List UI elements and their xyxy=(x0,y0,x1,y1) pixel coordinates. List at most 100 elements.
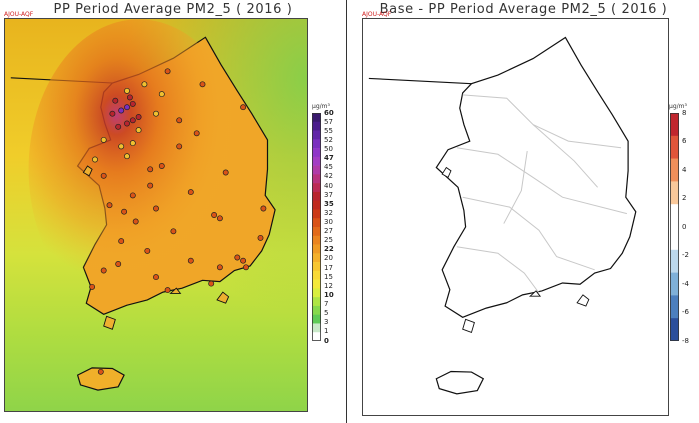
colorbar-tick-label: 6 xyxy=(682,137,687,145)
colorbar-tick-label: 15 xyxy=(324,272,333,281)
site-marker xyxy=(129,140,136,147)
colorbar-tick-label: 1 xyxy=(324,327,329,336)
panel-divider xyxy=(346,0,347,423)
site-marker xyxy=(164,68,171,75)
colorbar-swatch xyxy=(670,227,679,251)
colorbar-swatch xyxy=(312,139,321,149)
colorbar-swatch xyxy=(670,181,679,205)
site-marker xyxy=(147,182,154,189)
difference-map xyxy=(363,19,668,415)
colorbar-tick-label: 8 xyxy=(682,108,687,117)
island-0 xyxy=(462,318,475,334)
site-marker xyxy=(100,267,107,274)
colorbar-swatch xyxy=(312,305,321,315)
site-marker xyxy=(176,117,183,124)
site-marker xyxy=(141,81,148,88)
colorbar-swatch xyxy=(312,183,321,193)
west-coast-islands xyxy=(82,165,230,330)
monitoring-sites xyxy=(89,68,267,375)
colorbar-tick-label: 52 xyxy=(324,135,333,144)
colorbar-swatch xyxy=(312,323,321,333)
colorbar-tick-label: 27 xyxy=(324,227,333,236)
site-marker xyxy=(126,94,133,101)
site-marker xyxy=(153,274,159,281)
colorbar-swatch xyxy=(312,227,321,237)
colorbar-swatch xyxy=(312,113,321,123)
left-map-title: PP Period Average PM2_5 ( 2016 ) xyxy=(53,2,293,17)
site-marker xyxy=(121,208,128,215)
site-marker xyxy=(222,169,229,176)
colorbar-swatch xyxy=(670,249,679,273)
north-boundary-right xyxy=(368,77,472,85)
site-marker xyxy=(109,110,116,117)
left-colorbar-unit: μg/m³ xyxy=(312,103,330,110)
site-marker xyxy=(240,257,247,264)
colorbar-tick-label: 47 xyxy=(324,154,334,163)
colorbar-swatch xyxy=(312,200,321,210)
colorbar-tick-label: 7 xyxy=(324,300,329,308)
site-marker xyxy=(164,287,171,294)
colorbar-tick-label: 20 xyxy=(324,254,333,263)
site-marker xyxy=(118,238,125,245)
site-marker xyxy=(124,153,130,160)
colorbar-swatch xyxy=(670,272,679,296)
colorbar-tick-label: 22 xyxy=(324,245,334,254)
site-marker xyxy=(100,172,107,179)
colorbar-swatch xyxy=(312,235,321,245)
pm25-concentration-map xyxy=(5,19,307,411)
korea-outline xyxy=(435,36,637,318)
site-marker xyxy=(129,117,136,124)
site-marker xyxy=(158,163,165,169)
colorbar-swatch xyxy=(312,314,321,324)
right-map-title: Base - PP Period Average PM2_5 ( 2016 ) xyxy=(379,2,668,17)
site-marker xyxy=(106,202,113,209)
colorbar-tick-label: 0 xyxy=(324,336,329,345)
colorbar-tick-label: 40 xyxy=(324,181,333,190)
colorbar-tick-label: 17 xyxy=(324,263,333,272)
site-marker xyxy=(92,156,98,163)
island-1 xyxy=(576,294,590,307)
colorbar-swatch xyxy=(670,295,679,319)
province-line-1 xyxy=(456,147,628,215)
colorbar-tick-label: 45 xyxy=(324,163,333,172)
colorbar-tick-label: 32 xyxy=(324,208,333,217)
site-marker xyxy=(260,205,267,212)
jeju-island xyxy=(76,367,125,391)
colorbar-tick-label: -8 xyxy=(682,336,689,345)
island-2 xyxy=(82,165,93,177)
colorbar-swatch xyxy=(670,158,679,182)
province-boundaries xyxy=(456,94,628,294)
site-marker xyxy=(135,114,142,120)
colorbar-tick-label: 4 xyxy=(682,165,687,174)
site-marker xyxy=(170,228,177,235)
left-map-tag: AJOU-AQF xyxy=(4,11,34,18)
colorbar-tick-label: 60 xyxy=(324,108,334,117)
island-3 xyxy=(169,287,182,294)
colorbar-tick-label: 2 xyxy=(682,194,687,202)
right-map-frame xyxy=(362,18,669,416)
colorbar-tick-label: 0 xyxy=(682,222,687,231)
colorbar-swatch xyxy=(312,148,321,158)
site-marker xyxy=(89,283,96,290)
colorbar-swatch xyxy=(312,279,321,289)
colorbar-tick-label: -2 xyxy=(682,251,689,259)
right-map-tag: AJOU-AQF xyxy=(362,11,392,18)
site-marker xyxy=(144,247,151,254)
island-0 xyxy=(103,315,116,330)
colorbar-swatch xyxy=(670,204,679,228)
colorbar-swatch xyxy=(312,121,321,131)
colorbar-swatch xyxy=(312,174,321,184)
colorbar-tick-label: 50 xyxy=(324,145,333,153)
island-1 xyxy=(216,291,230,304)
colorbar-swatch xyxy=(312,270,321,280)
site-marker xyxy=(129,100,136,107)
colorbar-tick-label: 12 xyxy=(324,281,333,290)
site-marker xyxy=(129,192,136,199)
site-marker xyxy=(211,212,218,218)
site-marker xyxy=(115,261,122,267)
province-line-2 xyxy=(462,196,595,271)
colorbar-swatch xyxy=(312,262,321,272)
site-marker xyxy=(187,189,194,196)
site-marker xyxy=(153,110,159,117)
left-map-panel: PP Period Average PM2_5 ( 2016 ) AJOU-AQ… xyxy=(0,0,346,423)
